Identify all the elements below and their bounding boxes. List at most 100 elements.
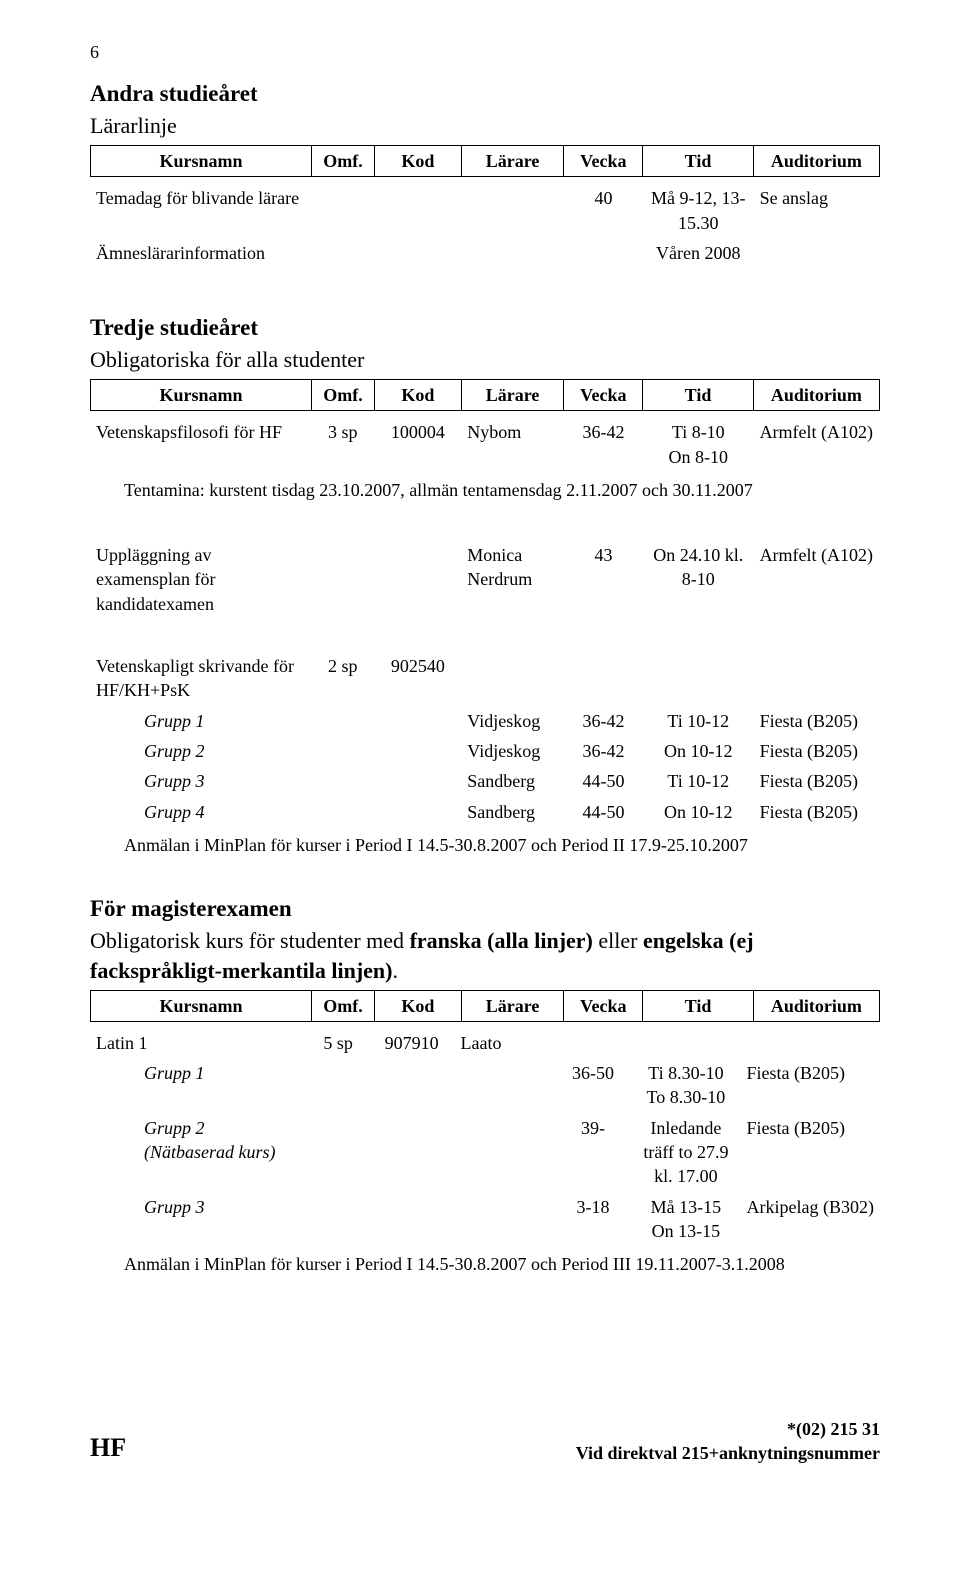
cell: Fiesta (B205) <box>754 706 880 736</box>
page-footer: HF *(02) 215 31 Vid direktval 215+anknyt… <box>90 1417 880 1466</box>
cell: 36-42 <box>564 736 643 766</box>
table-row: Grupp 2 Vidjeskog 36-42 On 10-12 Fiesta … <box>90 736 880 766</box>
tredje-title: Tredje studieåret <box>90 312 880 343</box>
andra-table: Kursnamn Omf. Kod Lärare Vecka Tid Audit… <box>90 145 880 177</box>
group-name: Grupp 3 <box>90 766 311 796</box>
table-row: Uppläggning av examensplan för kandidate… <box>90 540 880 619</box>
col-vecka: Vecka <box>564 146 643 177</box>
table-row: Ämneslärarinformation Våren 2008 <box>90 238 880 268</box>
subtitle-text: eller <box>593 928 643 953</box>
table-row: Latin 1 5 sp 907910 Laato <box>90 1028 880 1058</box>
col-omf: Omf. <box>311 379 374 410</box>
cell: Ti 8.30-10 To 8.30-10 <box>631 1058 740 1113</box>
group-name: Grupp 3 <box>90 1192 307 1247</box>
cell: 5 sp <box>307 1028 368 1058</box>
col-tid: Tid <box>643 146 753 177</box>
cell <box>311 183 374 238</box>
cell: Fiesta (B205) <box>740 1113 880 1192</box>
cell: On 10-12 <box>643 797 754 827</box>
subtitle-text: . <box>393 958 399 983</box>
cell: 3-18 <box>555 1192 632 1247</box>
cell: Armfelt (A102) <box>754 540 880 619</box>
cell: Må 13-15 On 13-15 <box>631 1192 740 1247</box>
table-row: Grupp 4 Sandberg 44-50 On 10-12 Fiesta (… <box>90 797 880 827</box>
cell: 2 sp <box>311 651 374 706</box>
tredje-table: Kursnamn Omf. Kod Lärare Vecka Tid Audit… <box>90 379 880 411</box>
cell: 39- <box>555 1113 632 1192</box>
cell: Ämneslärarinformation <box>90 238 311 268</box>
col-omf: Omf. <box>311 990 374 1021</box>
cell <box>461 651 564 706</box>
skrivande-table: Vetenskapligt skrivande för HF/KH+PsK 2 … <box>90 651 880 827</box>
cell <box>754 651 880 706</box>
cell: Vetenskapsfilosofi för HF <box>90 417 311 472</box>
col-tid: Tid <box>643 990 753 1021</box>
cell: Må 9-12, 13-15.30 <box>643 183 754 238</box>
col-auditorium: Auditorium <box>753 990 879 1021</box>
cell <box>311 238 374 268</box>
col-larare: Lärare <box>461 379 564 410</box>
cell: Uppläggning av examensplan för kandidate… <box>90 540 311 619</box>
group-name: Grupp 2 (Nätbaserad kurs) <box>90 1113 307 1192</box>
magister-body: Latin 1 5 sp 907910 Laato Grupp 1 36-50 … <box>90 1028 880 1246</box>
cell: 907910 <box>369 1028 455 1058</box>
cell: Ti 10-12 <box>643 706 754 736</box>
cell: 100004 <box>374 417 461 472</box>
cell <box>754 238 880 268</box>
cell: Armfelt (A102) <box>754 417 880 472</box>
cell: 36-42 <box>564 417 643 472</box>
cell: Nybom <box>461 417 564 472</box>
cell: On 10-12 <box>643 736 754 766</box>
cell <box>311 540 374 619</box>
table-row: Vetenskapsfilosofi för HF 3 sp 100004 Ny… <box>90 417 880 472</box>
col-vecka: Vecka <box>564 990 643 1021</box>
cell: Vidjeskog <box>461 736 564 766</box>
tredje-body: Vetenskapsfilosofi för HF 3 sp 100004 Ny… <box>90 417 880 472</box>
cell: On 24.10 kl. 8-10 <box>643 540 754 619</box>
cell <box>643 651 754 706</box>
page-number: 6 <box>90 40 880 64</box>
col-auditorium: Auditorium <box>753 146 879 177</box>
cell: 3 sp <box>311 417 374 472</box>
table-row: Grupp 2 (Nätbaserad kurs) 39- Inledande … <box>90 1113 880 1192</box>
magister-table: Kursnamn Omf. Kod Lärare Vecka Tid Audit… <box>90 990 880 1022</box>
col-vecka: Vecka <box>564 379 643 410</box>
cell: Arkipelag (B302) <box>740 1192 880 1247</box>
magister-subtitle: Obligatorisk kurs för studenter med fran… <box>90 926 880 985</box>
cell <box>374 238 461 268</box>
cell: Våren 2008 <box>643 238 754 268</box>
cell: Sandberg <box>461 766 564 796</box>
group-name: Grupp 4 <box>90 797 311 827</box>
cell: Inledande träff to 27.9 kl. 17.00 <box>631 1113 740 1192</box>
cell <box>564 238 643 268</box>
cell: Laato <box>455 1028 555 1058</box>
tentamina-note: Tentamina: kurstent tisdag 23.10.2007, a… <box>124 478 880 502</box>
upplaggning-table: Uppläggning av examensplan för kandidate… <box>90 540 880 619</box>
andra-title: Andra studieåret <box>90 78 880 109</box>
group-name: Grupp 1 <box>90 706 311 736</box>
cell: Fiesta (B205) <box>740 1058 880 1113</box>
table-row: Grupp 3 3-18 Må 13-15 On 13-15 Arkipelag… <box>90 1192 880 1247</box>
col-kursnamn: Kursnamn <box>91 146 312 177</box>
footer-left: HF <box>90 1430 126 1465</box>
table-row: Vetenskapligt skrivande för HF/KH+PsK 2 … <box>90 651 880 706</box>
cell <box>461 238 564 268</box>
cell: Monica Nerdrum <box>461 540 564 619</box>
cell: Ti 8-10 On 8-10 <box>643 417 754 472</box>
cell: 44-50 <box>564 766 643 796</box>
tredje-subtitle: Obligatoriska för alla studenter <box>90 345 880 375</box>
cell: Latin 1 <box>90 1028 307 1058</box>
magister-title: För magisterexamen <box>90 893 880 924</box>
col-auditorium: Auditorium <box>753 379 879 410</box>
table-row: Grupp 3 Sandberg 44-50 Ti 10-12 Fiesta (… <box>90 766 880 796</box>
footer-directval: Vid direktval 215+anknytningsnummer <box>576 1441 880 1465</box>
cell: Temadag för blivande lärare <box>90 183 311 238</box>
cell: Vidjeskog <box>461 706 564 736</box>
cell: Fiesta (B205) <box>754 766 880 796</box>
footer-phone: *(02) 215 31 <box>576 1417 880 1441</box>
cell <box>461 183 564 238</box>
andra-subtitle: Lärarlinje <box>90 111 880 141</box>
cell <box>374 183 461 238</box>
table-header-row: Kursnamn Omf. Kod Lärare Vecka Tid Audit… <box>91 379 880 410</box>
col-omf: Omf. <box>311 146 374 177</box>
